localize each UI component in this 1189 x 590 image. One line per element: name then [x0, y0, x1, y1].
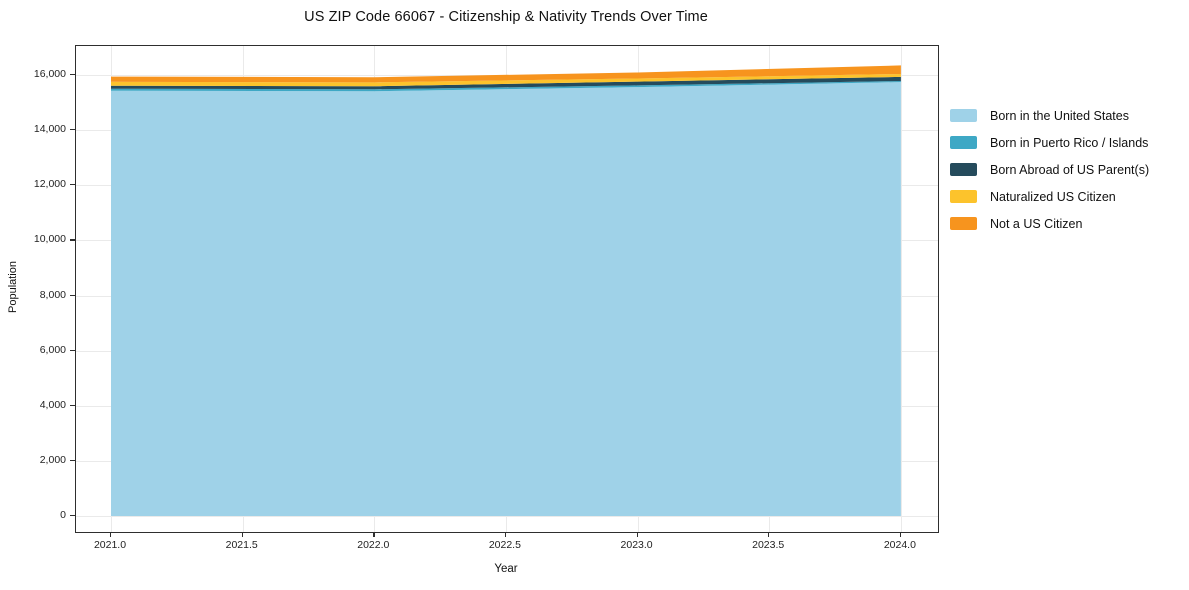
legend-label: Naturalized US Citizen [990, 189, 1116, 204]
legend-label: Born in the United States [990, 108, 1129, 123]
x-tick-label: 2024.0 [883, 539, 916, 551]
y-tick-mark [70, 184, 75, 186]
y-tick-mark [70, 129, 75, 131]
x-tick-label: 2023.5 [752, 539, 785, 551]
x-tick-mark [504, 532, 507, 537]
y-tick-mark [70, 349, 75, 351]
legend-item-4: Not a US Citizen [950, 210, 1149, 237]
legend: Born in the United States Born in Puerto … [950, 102, 1149, 237]
y-tick-label: 6,000 [39, 343, 66, 356]
y-tick-label: 10,000 [33, 233, 66, 246]
legend-swatch [950, 217, 977, 230]
legend-item-3: Naturalized US Citizen [950, 183, 1149, 210]
x-tick-mark [899, 532, 902, 537]
plot-area [75, 45, 939, 533]
chart-title: US ZIP Code 66067 - Citizenship & Nativi… [304, 9, 708, 25]
x-tick-label: 2021.5 [225, 539, 258, 551]
x-tick-label: 2021.0 [93, 539, 127, 551]
x-axis-label: Year [494, 563, 518, 575]
legend-swatch [950, 163, 977, 176]
x-tick-mark [636, 532, 638, 537]
y-tick-label: 2,000 [39, 453, 66, 466]
gridline-v [900, 46, 902, 532]
legend-label: Born Abroad of US Parent(s) [990, 162, 1150, 177]
stacked-area-svg [111, 65, 901, 516]
y-axis-label: Population [7, 261, 19, 313]
y-tick-label: 14,000 [33, 123, 66, 136]
y-tick-mark [70, 515, 75, 517]
y-tick-mark [70, 73, 75, 76]
legend-swatch [950, 190, 977, 203]
legend-item-2: Born Abroad of US Parent(s) [950, 156, 1149, 183]
y-tick-label: 16,000 [33, 67, 66, 80]
area-band-3 [111, 74, 901, 87]
x-tick-mark [110, 532, 112, 537]
legend-label: Born in Puerto Rico / Islands [990, 135, 1149, 150]
x-tick-mark [373, 532, 375, 537]
y-tick-mark [70, 239, 75, 241]
legend-item-1: Born in Puerto Rico / Islands [950, 129, 1149, 156]
x-tick-label: 2022.5 [488, 539, 521, 551]
legend-swatch [950, 109, 977, 122]
gridline-h [76, 516, 938, 517]
legend-item-0: Born in the United States [950, 102, 1149, 129]
y-tick-mark [70, 459, 75, 462]
y-tick-label: 4,000 [39, 398, 66, 411]
legend-swatch [950, 136, 977, 149]
area-band-0 [111, 82, 901, 516]
y-tick-label: 8,000 [39, 288, 66, 301]
area-band-4 [111, 65, 901, 83]
x-tick-mark [241, 532, 243, 537]
legend-label: Not a US Citizen [990, 216, 1083, 231]
y-tick-mark [70, 294, 75, 296]
x-tick-label: 2023.0 [620, 539, 653, 551]
y-tick-mark [70, 404, 75, 406]
x-tick-mark [768, 532, 770, 537]
y-tick-label: 0 [60, 509, 66, 521]
y-tick-label: 12,000 [33, 178, 66, 191]
area-band-1 [111, 81, 901, 92]
x-tick-label: 2022.0 [357, 539, 390, 551]
area-band-2 [111, 76, 901, 90]
